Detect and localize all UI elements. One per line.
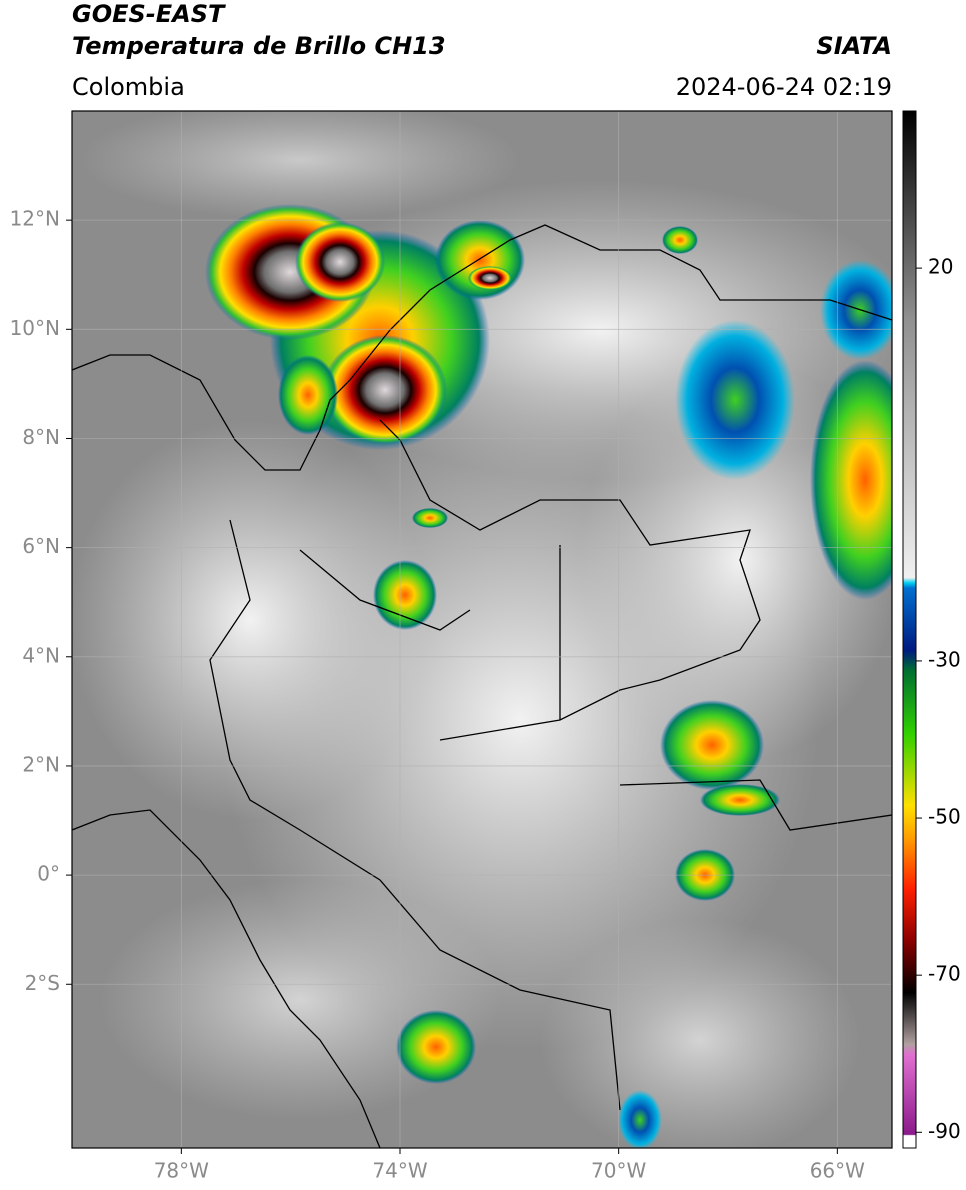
datetime: 2024-06-24 02:19 bbox=[676, 73, 892, 101]
lon-tick-label: 70°W bbox=[591, 1159, 646, 1183]
graticule: 78°W 74°W 70°W 66°W 12°N 10°N 8°N 6°N 4°N 2°N 0° 2°… bbox=[10, 111, 892, 1183]
lat-tick-label: 12°N bbox=[10, 207, 60, 231]
source: SIATA bbox=[816, 32, 892, 60]
lat-tick-label: 8°N bbox=[22, 425, 60, 449]
satellite: GOES-EAST bbox=[72, 0, 226, 28]
colorbar bbox=[902, 110, 917, 1149]
colorbar-tick-label: -30 bbox=[928, 647, 961, 671]
lon-tick-label: 74°W bbox=[372, 1159, 427, 1183]
lat-tick-label: 10°N bbox=[10, 316, 60, 340]
colorbar-tick-label: 20 bbox=[928, 255, 953, 279]
colorbar-tick-label: -90 bbox=[928, 1119, 961, 1143]
satellite-image bbox=[72, 111, 892, 1148]
header: GOES-EAST Temperatura de Brillo CH13 SIA… bbox=[72, 0, 892, 101]
lat-tick-label: 4°N bbox=[22, 643, 60, 667]
lat-tick-label: 0° bbox=[37, 862, 60, 886]
region: Colombia bbox=[72, 73, 185, 101]
lat-tick-label: 2°N bbox=[22, 752, 60, 776]
lat-tick-label: 6°N bbox=[22, 534, 60, 558]
lon-tick-label: 78°W bbox=[154, 1159, 209, 1183]
lat-tick-label: 2°S bbox=[25, 971, 60, 995]
lon-tick-label: 66°W bbox=[810, 1159, 865, 1183]
colorbar-tick-label: -70 bbox=[928, 962, 961, 986]
colorbar-ticks: 20 -30 -50 -70 -90 bbox=[916, 255, 961, 1143]
map-frame bbox=[71, 110, 893, 1149]
product: Temperatura de Brillo CH13 bbox=[72, 32, 446, 60]
colorbar-tick-label: -50 bbox=[928, 805, 961, 829]
